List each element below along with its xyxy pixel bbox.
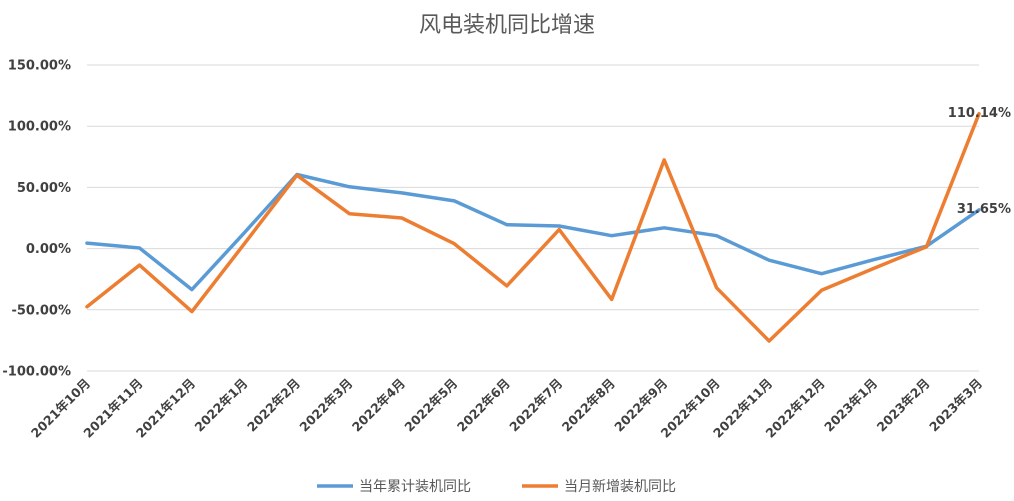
- data-label-series-1: 110.14%: [948, 106, 1011, 121]
- legend-label-series-1: 当月新增装机同比: [564, 479, 676, 495]
- gridlines: [87, 64, 979, 372]
- y-tick-label: -50.00%: [11, 303, 71, 318]
- legend: 当年累计装机同比 当月新增装机同比: [317, 479, 676, 495]
- x-tick-label: 2022年3月: [296, 376, 355, 435]
- y-axis-ticks: 150.00% 100.00% 50.00% 0.00% -50.00% -100.00%: [2, 59, 71, 380]
- x-tick-label: 2023年2月: [874, 376, 933, 435]
- x-tick-label: 2023年1月: [821, 376, 880, 435]
- chart-title: 风电装机同比增速: [419, 13, 595, 38]
- data-label-series-0: 31.65%: [957, 202, 1011, 217]
- x-axis-ticks: 2021年10月2021年11月2021年12月2022年1月2022年2月20…: [28, 376, 985, 441]
- y-tick-label: -100.00%: [2, 365, 71, 380]
- x-tick-label: 2022年7月: [506, 376, 565, 435]
- y-tick-label: 100.00%: [8, 120, 71, 135]
- x-tick-label: 2022年8月: [559, 376, 618, 435]
- x-tick-label: 2023年3月: [926, 376, 985, 435]
- x-tick-label: 2022年1月: [191, 376, 250, 435]
- x-tick-label: 2022年6月: [454, 376, 513, 435]
- series-lines: [85, 112, 981, 343]
- x-tick-label: 2022年2月: [244, 376, 303, 435]
- series-line-1: [85, 112, 981, 343]
- x-tick-label: 2022年4月: [349, 376, 408, 435]
- data-labels: 31.65% 110.14%: [948, 106, 1011, 217]
- y-tick-label: 50.00%: [17, 181, 71, 196]
- y-tick-label: 150.00%: [8, 59, 71, 74]
- y-tick-label: 0.00%: [26, 242, 71, 257]
- x-tick-label: 2022年5月: [401, 376, 460, 435]
- legend-label-series-0: 当年累计装机同比: [359, 479, 471, 495]
- series-line-0: [85, 172, 981, 292]
